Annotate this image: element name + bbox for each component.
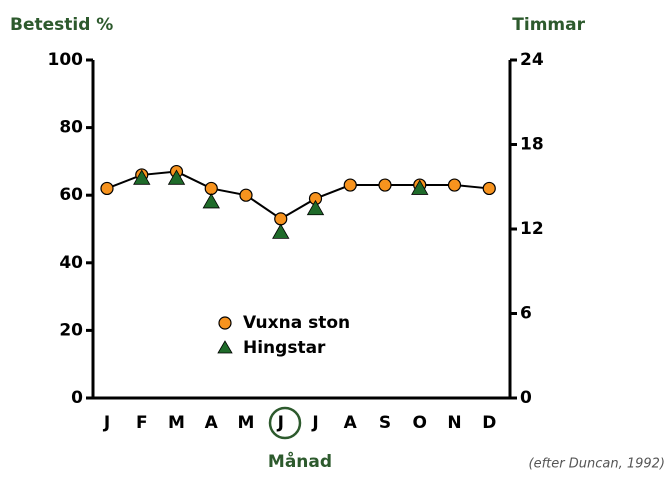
x-tick-label: J: [103, 413, 110, 433]
y2-tick-label: 6: [520, 304, 532, 324]
x-tick-label: M: [238, 413, 255, 433]
y-axis-label: Betestid %: [10, 15, 113, 35]
x-tick-label: A: [344, 413, 358, 433]
circle-marker: [343, 178, 357, 192]
series-line: [106, 170, 490, 221]
triangle-marker: [202, 193, 220, 209]
circle-marker: [239, 188, 253, 202]
circle-marker: [378, 178, 392, 192]
y-tick-label: 60: [59, 185, 83, 205]
legend-label: Vuxna ston: [243, 313, 350, 333]
y-tick-label: 40: [59, 253, 83, 273]
triangle-marker: [306, 199, 325, 216]
triangle-marker: [272, 223, 290, 239]
y2-tick-label: 12: [520, 219, 544, 239]
legend-marker: [218, 316, 232, 330]
legend-label: Hingstar: [243, 338, 326, 358]
triangle-marker: [133, 169, 151, 185]
circle-marker: [100, 181, 114, 196]
y-tick-label: 20: [59, 320, 83, 340]
x-tick-label: D: [482, 413, 496, 433]
x-tick-label: O: [413, 413, 427, 433]
month-highlight: [268, 406, 302, 440]
y2-tick-label: 24: [520, 50, 544, 70]
x-tick-label: J: [277, 413, 284, 433]
x-tick-label: J: [311, 413, 318, 433]
y-tick-label: 80: [59, 118, 83, 138]
triangle-marker: [167, 169, 186, 185]
x-tick-label: S: [379, 413, 391, 433]
y-tick-label: 100: [48, 50, 84, 70]
y2-tick-label: 0: [520, 388, 532, 408]
circle-marker: [447, 178, 462, 192]
x-tick-label: A: [205, 413, 219, 433]
circle-marker: [274, 212, 288, 226]
circle-marker: [204, 181, 218, 196]
triangle-marker: [411, 179, 429, 195]
x-tick-label: M: [168, 413, 185, 433]
circle-marker: [482, 181, 496, 196]
x-tick-label: N: [447, 413, 461, 433]
y-tick-label: 0: [71, 388, 83, 408]
legend-marker: [217, 340, 233, 354]
y2-axis-label: Timmar: [512, 15, 585, 35]
y2-tick-label: 18: [520, 135, 544, 155]
x-tick-label: F: [136, 413, 148, 433]
x-axis-label: Månad: [268, 450, 332, 472]
source-note: (efter Duncan, 1992): [529, 457, 665, 472]
